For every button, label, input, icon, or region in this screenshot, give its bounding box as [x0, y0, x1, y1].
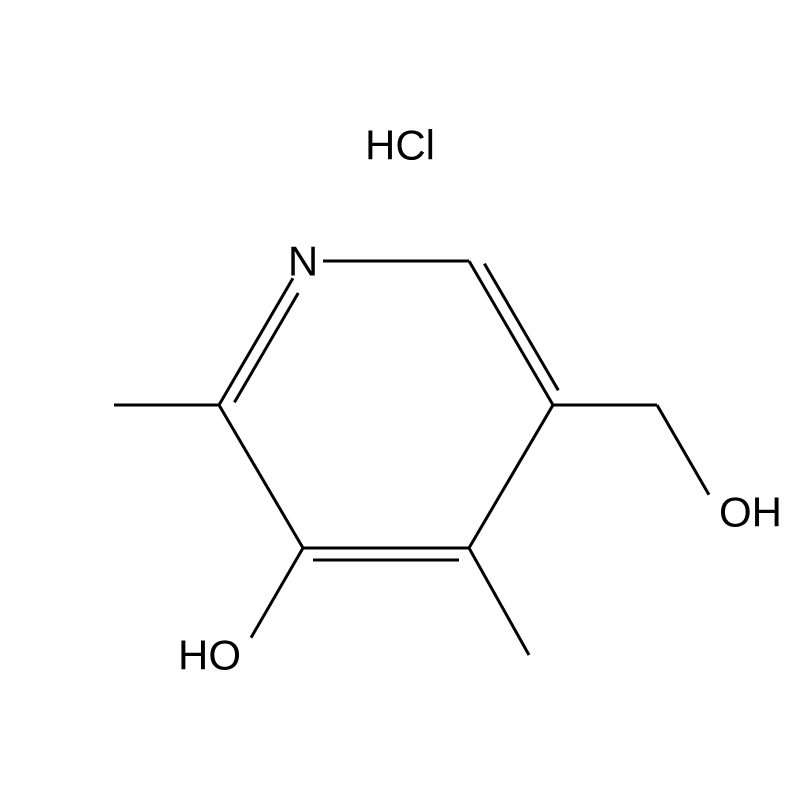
atom-labels-layer: N HO OH HCl — [178, 122, 782, 679]
atom-label-N: N — [288, 238, 318, 285]
molecule-canvas: N HO OH HCl — [0, 0, 800, 800]
bond — [251, 548, 303, 638]
bond — [469, 261, 553, 405]
atom-label-OH3: HO — [178, 632, 241, 679]
bond — [469, 405, 553, 548]
bond — [657, 405, 709, 495]
atom-label-HCl: HCl — [365, 122, 435, 169]
bond — [219, 278, 293, 405]
bonds-layer — [114, 261, 709, 655]
bond — [219, 405, 303, 548]
bond — [469, 548, 529, 655]
atom-label-OH_ch2: OH — [719, 489, 782, 536]
bond — [484, 264, 558, 391]
bond — [234, 293, 298, 402]
